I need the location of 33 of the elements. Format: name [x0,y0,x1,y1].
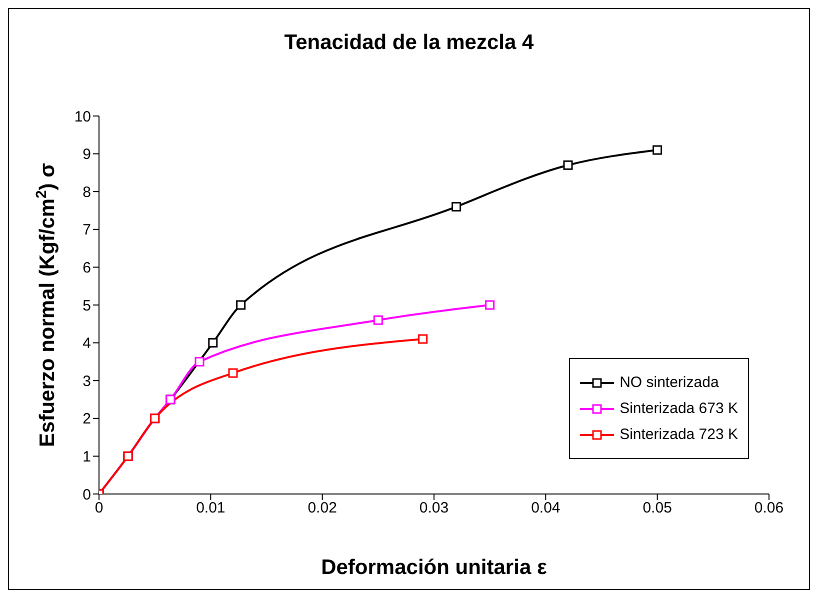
y-tick-label: 9 [82,146,91,164]
point [452,202,462,212]
y-tick-label: 0 [82,486,91,504]
y-tick-label: 1 [82,448,91,466]
legend-label: Sinterizada 723 K [618,426,738,443]
x-axis-title: Deformación unitaria ε [321,556,547,579]
x-tick-label: 0.05 [642,500,672,517]
point [236,300,246,310]
y-tick-label: 3 [82,372,91,390]
point [194,356,204,366]
x-tick-label: 0.03 [419,500,449,517]
y-tick-label: 7 [82,222,91,239]
point [563,160,573,170]
x-tick-label: 0.02 [308,500,337,517]
point [418,334,428,344]
x-tick-label: 0.04 [531,500,560,517]
point [373,315,383,325]
point [228,368,238,378]
y-tick-label: 5 [82,297,91,314]
point [485,300,495,310]
point [652,145,662,155]
legend-label: NO sinterizada [618,374,720,391]
point [208,338,218,348]
x-tick-label: 0.06 [754,500,784,517]
x-tick-label: 0.01 [196,500,226,517]
y-tick-label: 8 [82,184,91,201]
y-tick-label: 6 [82,260,91,277]
x-tick-label: 0 [94,500,104,517]
chart-title: Tenacidad de la mezcla 4 [283,31,535,55]
legend-label: Sinterizada 673 K [618,400,738,417]
y-tick-label: 2 [82,410,91,428]
y-tick-label: 4 [82,335,91,352]
y-tick-label: 10 [74,108,91,126]
